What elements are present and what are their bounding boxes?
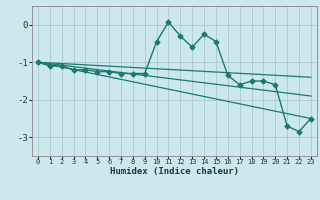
X-axis label: Humidex (Indice chaleur): Humidex (Indice chaleur) (110, 167, 239, 176)
